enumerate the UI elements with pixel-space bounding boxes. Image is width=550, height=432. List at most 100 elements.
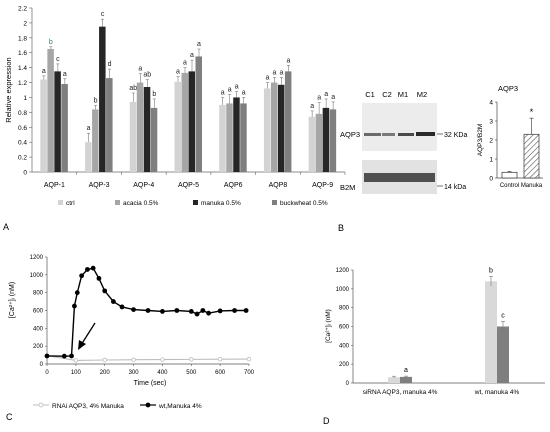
wt-manuka-point (145, 308, 151, 313)
panel-c-x-tick-label: 400 (157, 370, 168, 376)
panel-a-bar (308, 116, 316, 172)
panel-a-significance-letter: a (228, 86, 232, 93)
rnai-aqp3-point (246, 356, 252, 362)
panel-d-x-tick-label: siRNA AQP3, manuka 4% (363, 389, 438, 396)
panel-b-title: AQP3 (498, 84, 518, 93)
panel-a-bar (263, 88, 271, 172)
panel-a-legend-swatch (193, 200, 198, 205)
wt-manuka-point (200, 308, 206, 313)
panel-a-legend-swatch (272, 200, 277, 205)
panel-a-significance-letter: c (101, 11, 105, 18)
panel-a-bar (92, 109, 99, 172)
panel-a-significance-letter: a (183, 60, 187, 67)
panel-a-significance-letter: a (197, 41, 201, 48)
legend-wt-label: wt,Manuka 4% (158, 403, 202, 410)
panel-a-y-tick-label: 0.4 (18, 140, 27, 147)
blot-lane-label: C1 (365, 90, 375, 99)
legend-wt-marker (145, 402, 151, 408)
panel-a-bar (106, 78, 113, 172)
panel-c-x-label: Time (sec) (134, 380, 167, 387)
blot-lane-label: M1 (398, 90, 408, 99)
wt-manuka-point (131, 307, 136, 313)
panel-c-y-tick-label: 200 (33, 344, 44, 350)
panel-c-x-tick-label: 100 (71, 370, 82, 376)
panel-a-bar (85, 142, 92, 172)
panel-a-x-tick-label: AQP8 (269, 182, 288, 189)
wt-manuka-point (74, 290, 80, 296)
panel-d-y-tick-label: 200 (339, 362, 350, 368)
panel-a-significance-letter: a (286, 57, 290, 64)
panel-a-significance-letter: a (317, 95, 321, 102)
rnai-aqp3-point (217, 356, 223, 362)
panel-a-y-tick-label: 0.6 (18, 125, 27, 132)
panel-a-significance-letter: a (87, 125, 91, 132)
panel-a-significance-letter: b (152, 91, 156, 98)
wt-manuka-point (119, 304, 125, 310)
panel-c-x-tick-label: 700 (244, 370, 255, 376)
panel-a-bar (54, 71, 61, 172)
blot-size-aqp3: 32 KDa (444, 132, 467, 139)
panel-a-significance-letter: c (56, 56, 60, 63)
panel-c-x-tick-label: 200 (100, 370, 111, 376)
panel-a-bar (226, 103, 233, 172)
rnai-aqp3-point (160, 357, 165, 362)
wt-manuka-point (110, 299, 116, 304)
panel-a-bar (329, 109, 337, 172)
panel-c-x-tick-label: 600 (215, 370, 226, 376)
panel-a-bar (195, 56, 202, 172)
panel-d-x-tick-label: wt, manuka 4% (474, 389, 520, 396)
panel-d-y-tick-label: 600 (339, 325, 350, 331)
panel-b-y-tick-label: 3 (489, 119, 493, 126)
panel-a-x-tick-label: AQP-4 (133, 182, 154, 189)
panel-b-letter: B (338, 223, 344, 233)
panel-a-bar (322, 107, 330, 172)
wt-manuka-point (206, 310, 212, 316)
legend-rnai-label: RNAi AQP3, 4% Manuka (52, 403, 124, 410)
wt-manuka-point (72, 303, 77, 309)
blot-b2m-band (364, 173, 435, 182)
blot-band-m1 (398, 133, 414, 136)
panel-a: 00.20.40.60.811.21.41.61.822.2 abcaabcda… (4, 6, 346, 207)
panel-a-y-tick-label: 0 (23, 170, 27, 177)
panel-a-bar (61, 84, 68, 172)
panel-a-significance-letter: a (190, 52, 194, 59)
blot-band-c2 (382, 133, 395, 136)
panel-b-bar (501, 171, 518, 179)
panel-c-x-tick-label: 500 (186, 370, 197, 376)
panel-a-bar (233, 97, 240, 172)
panel-a-significance-letter: b (94, 98, 98, 105)
panel-c-y-tick-label: 0 (40, 362, 44, 368)
panel-a-bar (181, 72, 188, 172)
panel-a-bar (47, 49, 54, 172)
panel-a-significance-letter: a (272, 69, 276, 76)
panel-a-significance-letter: a (324, 91, 328, 98)
stimulus-arrow-head (78, 340, 86, 350)
panel-c-y-tick-label: 400 (33, 326, 44, 332)
panel-a-bar (219, 104, 226, 172)
panel-c-x-tick-label: 300 (129, 370, 140, 376)
panel-c-x-tick-label: 0 (45, 370, 49, 376)
panel-a-significance-letter: ab (143, 72, 151, 79)
panel-a-significance-letter: a (235, 83, 239, 90)
wt-manuka-point (61, 353, 67, 359)
panel-a-x-tick-label: AQP-9 (312, 182, 333, 189)
panel-a-significance-letter: a (176, 69, 180, 76)
panel-a-bar (150, 107, 158, 172)
panel-d-bar (400, 376, 412, 383)
rnai-aqp3-line (46, 354, 250, 361)
panel-a-bar (240, 103, 247, 172)
wt-manuka-point (96, 276, 102, 281)
panel-a-legend-label: manuka 0.5% (201, 200, 241, 207)
panel-d-y-tick-label: 1000 (336, 287, 350, 293)
wt-manuka-point (217, 308, 223, 314)
blot-label-b2m: B2M (340, 183, 355, 192)
panel-a-bar (99, 26, 106, 172)
panel-a-bar (129, 101, 137, 172)
stimulus-arrow-shaft (80, 322, 96, 346)
panel-d-y-tick-label: 0 (346, 381, 350, 387)
panel-d-significance-letter: b (489, 268, 493, 275)
panel-a-y-tick-label: 2 (23, 20, 27, 27)
panel-a-bar (284, 71, 292, 172)
panel-b-x-tick-label: Control (500, 183, 519, 189)
wt-manuka-point (174, 308, 180, 313)
